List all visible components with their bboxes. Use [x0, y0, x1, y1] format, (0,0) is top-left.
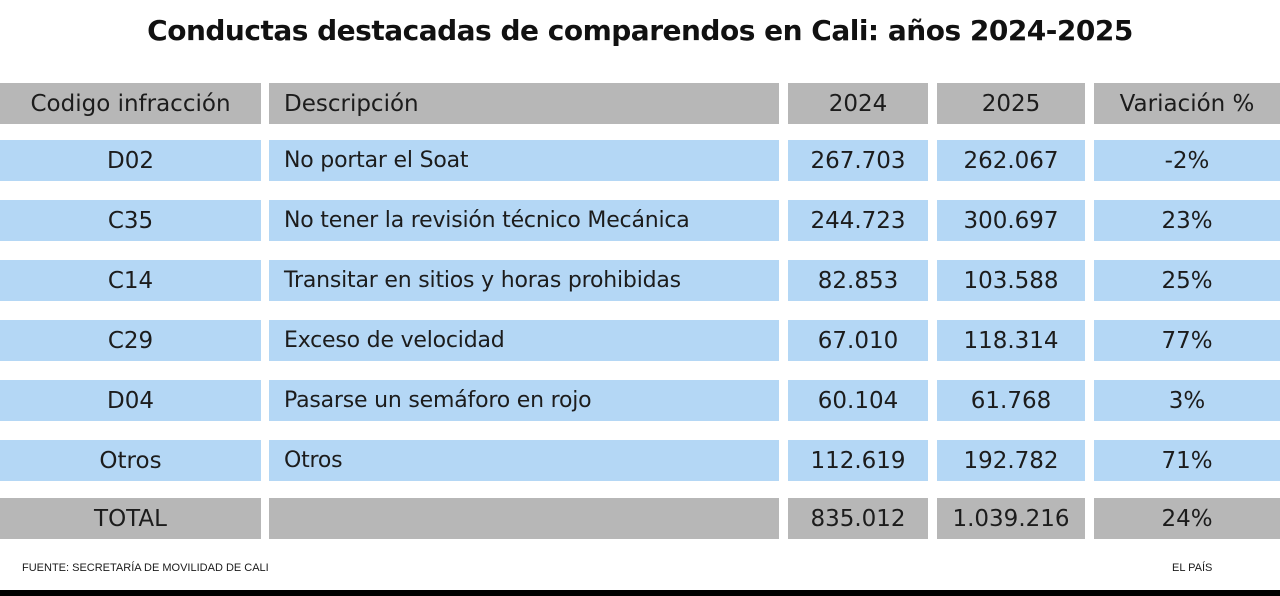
row-5-year-2024-cell: 60.104 — [788, 380, 928, 421]
row-2-year-2024-cell: 244.723 — [788, 200, 928, 241]
row-1-year-2025-cell: 262.067 — [937, 140, 1085, 181]
row-5-variation-cell: 3% — [1094, 380, 1280, 421]
header-variation-cell: Variación % — [1094, 83, 1280, 124]
brand-credit: EL PAÍS — [1172, 562, 1213, 574]
row-3-year-2024-cell: 82.853 — [788, 260, 928, 301]
bottom-rule — [0, 590, 1280, 596]
row-6-year-2024-cell: 112.619 — [788, 440, 928, 481]
total-year-2024-cell: 835.012 — [788, 498, 928, 539]
row-1-code-cell: D02 — [0, 140, 261, 181]
row-4-year-2025-cell: 118.314 — [937, 320, 1085, 361]
row-1-year-2024-cell: 267.703 — [788, 140, 928, 181]
row-6-year-2025-cell: 192.782 — [937, 440, 1085, 481]
row-2-description-cell: No tener la revisión técnico Mecánica — [269, 200, 779, 241]
row-3-variation-cell: 25% — [1094, 260, 1280, 301]
row-6-description-cell: Otros — [269, 440, 779, 481]
row-4-code-cell: C29 — [0, 320, 261, 361]
row-5-code-cell: D04 — [0, 380, 261, 421]
total-year-2025-cell: 1.039.216 — [937, 498, 1085, 539]
header-description-cell: Descripción — [269, 83, 779, 124]
row-5-year-2025-cell: 61.768 — [937, 380, 1085, 421]
header-year-2024-cell: 2024 — [788, 83, 928, 124]
total-code-cell: TOTAL — [0, 498, 261, 539]
header-year-2025-cell: 2025 — [937, 83, 1085, 124]
row-3-code-cell: C14 — [0, 260, 261, 301]
row-2-variation-cell: 23% — [1094, 200, 1280, 241]
row-4-year-2024-cell: 67.010 — [788, 320, 928, 361]
source-note: FUENTE: SECRETARÍA DE MOVILIDAD DE CALI — [22, 562, 269, 574]
total-description-cell — [269, 498, 779, 539]
row-2-code-cell: C35 — [0, 200, 261, 241]
total-variation-cell: 24% — [1094, 498, 1280, 539]
row-3-year-2025-cell: 103.588 — [937, 260, 1085, 301]
row-5-description-cell: Pasarse un semáforo en rojo — [269, 380, 779, 421]
row-2-year-2025-cell: 300.697 — [937, 200, 1085, 241]
row-6-code-cell: Otros — [0, 440, 261, 481]
row-6-variation-cell: 71% — [1094, 440, 1280, 481]
page-title: Conductas destacadas de comparendos en C… — [147, 14, 1133, 47]
row-3-description-cell: Transitar en sitios y horas prohibidas — [269, 260, 779, 301]
row-1-description-cell: No portar el Soat — [269, 140, 779, 181]
header-code-cell: Codigo infracción — [0, 83, 261, 124]
row-1-variation-cell: -2% — [1094, 140, 1280, 181]
row-4-variation-cell: 77% — [1094, 320, 1280, 361]
row-4-description-cell: Exceso de velocidad — [269, 320, 779, 361]
